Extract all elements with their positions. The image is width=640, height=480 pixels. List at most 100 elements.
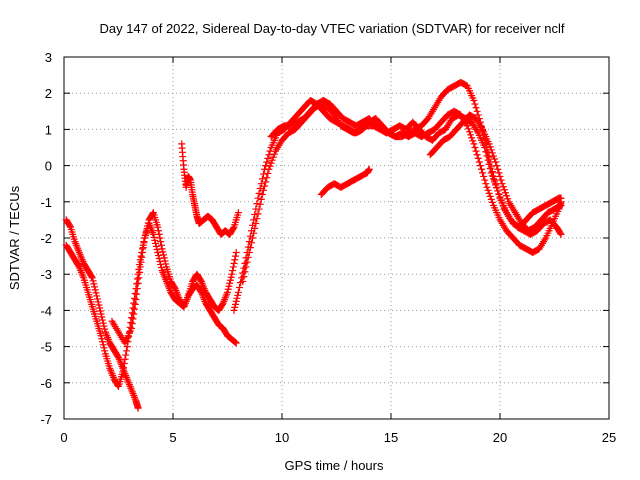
- data-point: [159, 248, 167, 256]
- data-point: [101, 347, 109, 355]
- y-tick-label: 1: [45, 122, 52, 137]
- y-tick-label: -3: [40, 267, 52, 282]
- data-point: [557, 230, 565, 238]
- data-point: [250, 229, 258, 237]
- data-point: [253, 200, 261, 208]
- data-point: [498, 180, 506, 188]
- data-point: [129, 315, 137, 323]
- data-point: [495, 169, 503, 177]
- data-point: [98, 335, 106, 343]
- data-point: [154, 248, 162, 256]
- data-point: [233, 294, 241, 302]
- data-point: [270, 150, 278, 158]
- data-point: [149, 210, 157, 218]
- data-point: [93, 295, 101, 303]
- data-point: [133, 275, 141, 283]
- data-point: [251, 224, 259, 232]
- data-point: [158, 245, 166, 253]
- data-point: [92, 289, 100, 297]
- data-point: [488, 198, 496, 206]
- x-axis-label: GPS time / hours: [285, 458, 384, 473]
- data-point: [128, 325, 136, 332]
- data-point: [131, 300, 139, 308]
- data-point: [156, 258, 164, 266]
- data-point: [135, 274, 143, 282]
- data-point: [258, 191, 266, 199]
- data-point: [486, 192, 494, 200]
- data-point: [134, 270, 142, 278]
- data-point: [258, 175, 266, 183]
- data-point: [257, 195, 265, 203]
- data-point: [154, 251, 162, 259]
- data-point: [494, 187, 502, 195]
- data-point: [228, 270, 236, 278]
- data-point: [245, 248, 253, 256]
- data-point: [267, 159, 275, 167]
- data-point: [473, 107, 481, 115]
- data-point: [483, 144, 491, 151]
- data-point: [227, 273, 235, 281]
- data-point: [496, 172, 504, 180]
- data-point: [133, 280, 141, 288]
- data-point: [229, 263, 237, 271]
- data-point: [150, 233, 158, 241]
- data-point: [133, 290, 141, 298]
- data-point: [98, 313, 106, 321]
- grid-lines: [64, 57, 609, 419]
- data-point: [93, 292, 101, 300]
- data-point: [254, 210, 262, 218]
- data-point: [487, 169, 495, 177]
- data-point: [485, 189, 493, 197]
- data-point: [256, 200, 264, 208]
- data-point: [143, 225, 151, 233]
- data-point: [240, 273, 248, 281]
- data-point: [121, 355, 129, 363]
- data-point: [477, 165, 485, 173]
- data-point: [465, 128, 473, 136]
- data-point: [128, 320, 136, 328]
- series-track-i: [317, 165, 373, 199]
- data-point: [119, 368, 127, 376]
- data-point: [491, 155, 499, 163]
- data-point: [556, 229, 564, 237]
- data-point: [88, 273, 96, 281]
- data-point: [137, 252, 145, 260]
- y-tick-label: -1: [40, 195, 52, 210]
- data-point: [96, 307, 104, 315]
- data-point: [500, 186, 508, 194]
- data-point: [487, 146, 495, 154]
- data-point: [239, 277, 247, 285]
- data-point: [114, 381, 122, 389]
- data-point: [157, 264, 165, 272]
- data-point: [234, 288, 242, 296]
- x-tick-label: 25: [602, 430, 616, 445]
- data-point: [231, 252, 239, 260]
- data-point: [234, 291, 242, 299]
- data-point: [136, 268, 144, 276]
- data-point: [489, 152, 497, 160]
- data-point: [557, 194, 565, 202]
- data-point: [128, 309, 136, 317]
- data-point: [253, 215, 261, 223]
- data-point: [151, 236, 159, 244]
- data-point: [269, 153, 277, 161]
- data-point: [557, 201, 565, 209]
- data-point: [139, 244, 147, 252]
- data-point: [232, 339, 240, 347]
- data-point: [259, 170, 267, 178]
- data-point: [130, 305, 138, 313]
- data-point: [122, 347, 130, 355]
- data-point: [265, 165, 273, 173]
- data-point: [138, 253, 146, 261]
- data-point: [231, 300, 239, 308]
- data-point: [488, 149, 496, 157]
- data-point: [131, 290, 139, 298]
- data-point: [89, 277, 97, 285]
- data-point: [229, 224, 237, 232]
- data-point: [130, 294, 138, 302]
- data-point: [155, 230, 163, 238]
- data-point: [264, 169, 272, 177]
- data-point: [470, 140, 478, 148]
- data-point: [261, 182, 269, 190]
- data-point: [170, 283, 178, 291]
